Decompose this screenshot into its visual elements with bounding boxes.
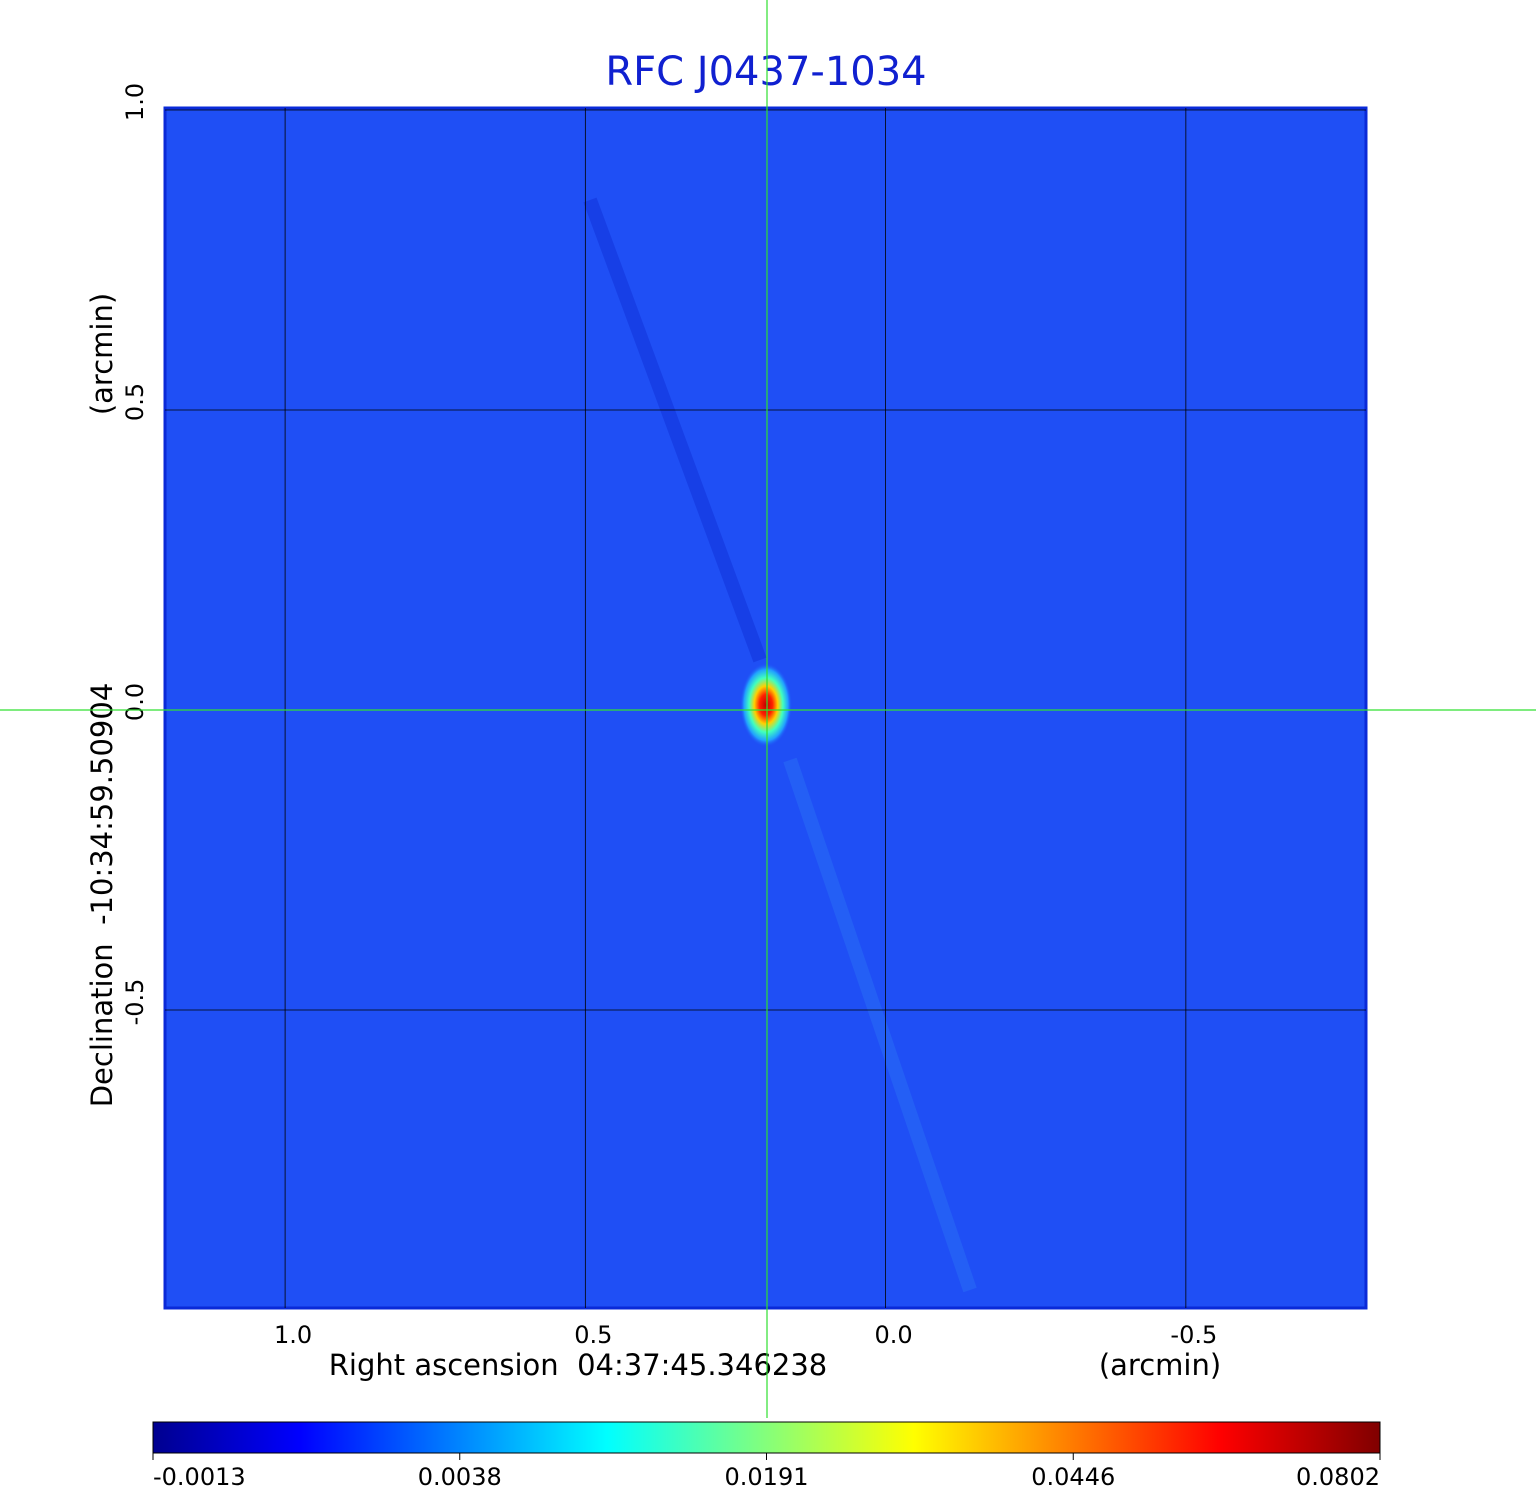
streak <box>783 757 977 1293</box>
x-tick-label: 0.0 <box>875 1321 913 1349</box>
x-tick-label: 1.0 <box>274 1321 312 1349</box>
x-axis-label: Right ascension 04:37:45.346238 <box>329 1348 828 1382</box>
source <box>740 663 792 747</box>
y-axis-unit: (arcmin) <box>85 293 119 415</box>
colorbar-tick-label: 0.0802 <box>1296 1463 1380 1491</box>
x-axis-unit: (arcmin) <box>1099 1348 1221 1382</box>
colorbar-tick-label: 0.0191 <box>725 1463 809 1491</box>
y-tick-label: 0.0 <box>121 683 149 721</box>
colorbar-tick-label: 0.0038 <box>418 1463 502 1491</box>
x-tick-label: 0.5 <box>574 1321 612 1349</box>
y-tick-label: 0.5 <box>121 383 149 421</box>
y-tick-label: 1.0 <box>121 83 149 121</box>
colorbar-tick-label: 0.0446 <box>1031 1463 1115 1491</box>
colorbar-tick-label: -0.0013 <box>153 1463 246 1491</box>
x-tick-label: -0.5 <box>1170 1321 1217 1349</box>
y-axis-label: Declination -10:34:59.50904 <box>85 683 119 1108</box>
chart-title: RFC J0437-1034 <box>605 49 926 95</box>
colorbar <box>152 1421 1381 1454</box>
sky-image <box>163 106 1368 1310</box>
streak <box>583 197 767 663</box>
y-tick-label: -0.5 <box>121 979 149 1026</box>
